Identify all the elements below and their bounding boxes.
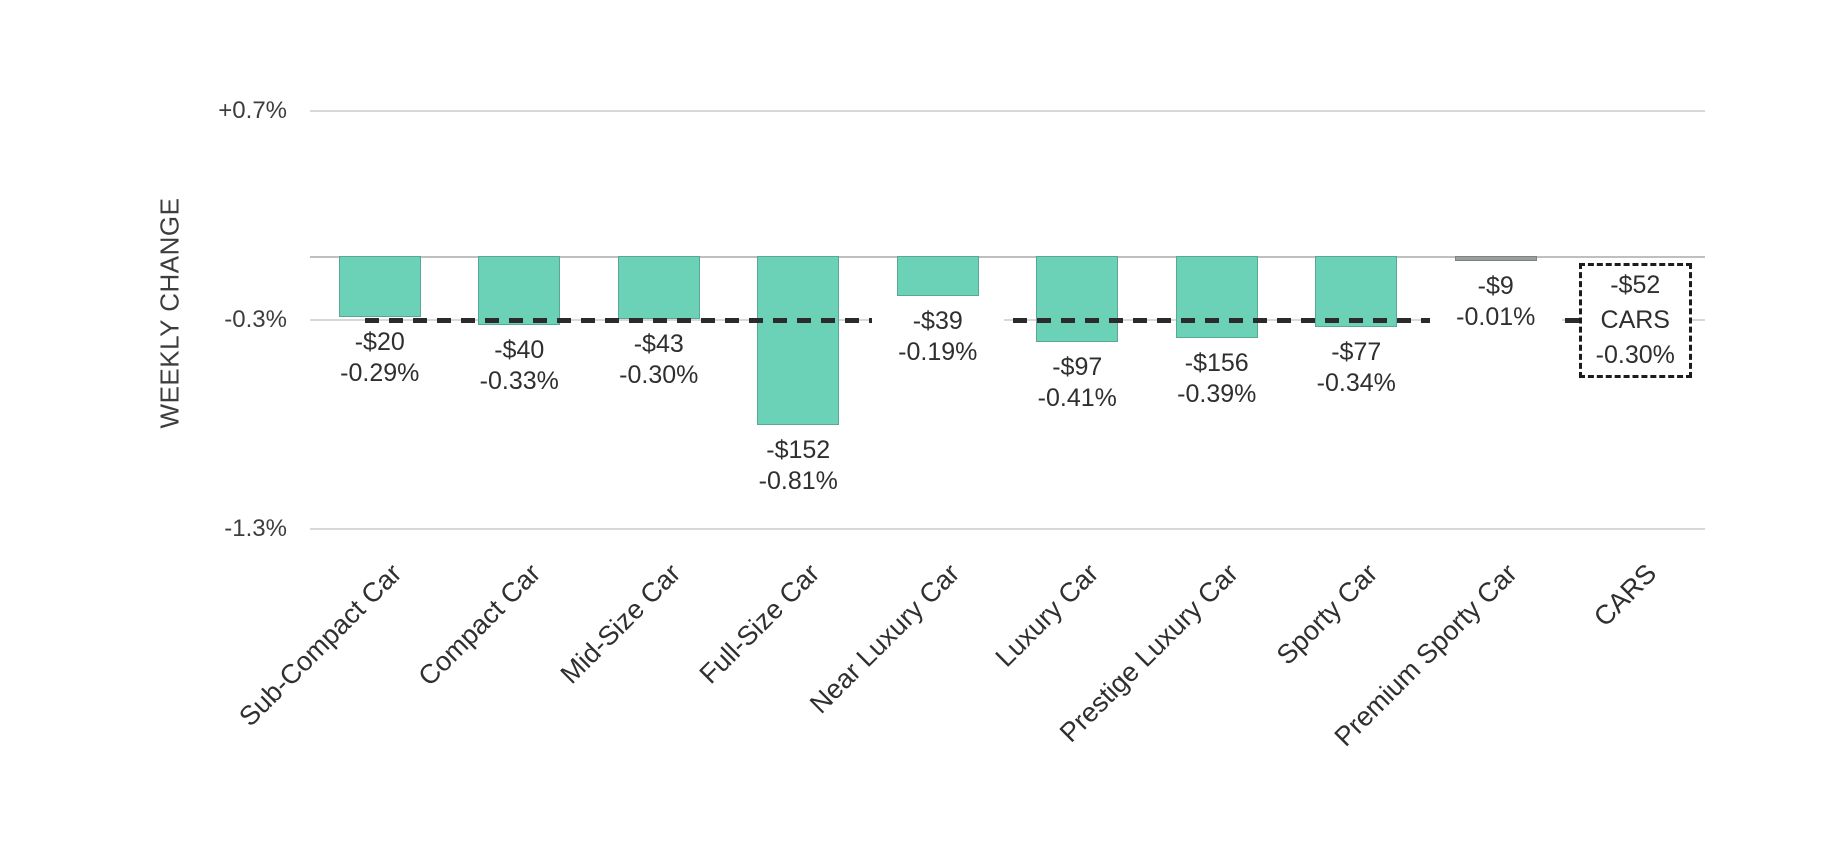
bar-dollar-label: -$43 xyxy=(633,329,684,358)
bar-dollar-label: -$9 xyxy=(1477,272,1514,300)
bar-dollar-label: -$39 xyxy=(912,306,963,335)
bar-value-label-prestige-luxury-car: -$156 -0.39% xyxy=(1150,347,1283,410)
y-tick-label--0-7-: +0.7% xyxy=(218,96,287,124)
gridline--1-3- xyxy=(310,527,1705,530)
bar-compact-car xyxy=(478,256,561,325)
bar-value-label-full-size-car: -$152 -0.81% xyxy=(732,435,865,498)
bar-dollar-label: -$97 xyxy=(1052,352,1103,381)
bar-percent-label: -0.01% xyxy=(1456,303,1536,331)
x-category-label-compact-car: Compact Car xyxy=(412,558,547,692)
bar-percent-label: -0.34% xyxy=(1316,369,1396,398)
bar-dollar-label: -$77 xyxy=(1331,338,1382,367)
x-category-label-cars: CARS xyxy=(1588,558,1663,633)
y-tick-label--1-3-: -1.3% xyxy=(224,514,287,542)
bar-prestige-luxury-car xyxy=(1175,256,1258,338)
bar-value-label-near-luxury-car: -$39 -0.19% xyxy=(871,305,1004,368)
bar-value-label-mid-size-car: -$43 -0.30% xyxy=(592,328,725,391)
bar-value-label-compact-car: -$40 -0.33% xyxy=(453,334,586,397)
bar-mid-size-car xyxy=(617,256,700,319)
bar-value-label-premium-sporty-car: -$9 -0.01% xyxy=(1429,271,1562,333)
bar-sporty-car xyxy=(1315,256,1398,328)
cars-summary-box: -$52 CARS -0.30% xyxy=(1578,263,1692,378)
bar-percent-label: -0.39% xyxy=(1177,379,1257,408)
bar-percent-label: -0.33% xyxy=(479,366,559,395)
x-category-label-sub-compact-car: Sub-Compact Car xyxy=(232,558,407,733)
bar-percent-label: -0.41% xyxy=(1037,383,1117,412)
bar-value-label-sub-compact-car: -$20 -0.29% xyxy=(313,326,446,389)
gridline--0-7- xyxy=(310,109,1705,112)
summary-percent-label: -0.30% xyxy=(1595,341,1675,369)
bar-luxury-car xyxy=(1036,256,1119,342)
bar-value-label-luxury-car: -$97 -0.41% xyxy=(1011,351,1144,414)
bar-percent-label: -0.19% xyxy=(898,337,978,366)
bar-near-luxury-car xyxy=(896,256,979,296)
bar-percent-label: -0.29% xyxy=(340,358,420,387)
bar-premium-sporty-car xyxy=(1454,256,1537,261)
x-category-label-near-luxury-car: Near Luxury Car xyxy=(803,558,965,720)
bar-value-label-sporty-car: -$77 -0.34% xyxy=(1290,337,1423,400)
x-category-label-sporty-car: Sporty Car xyxy=(1271,558,1384,671)
y-tick-label--0-3-: -0.3% xyxy=(224,305,287,333)
bar-full-size-car xyxy=(757,256,840,426)
x-axis-zero-line xyxy=(310,256,1705,258)
x-category-label-mid-size-car: Mid-Size Car xyxy=(554,558,686,690)
summary-name-label: CARS xyxy=(1600,306,1670,334)
bar-dollar-label: -$20 xyxy=(354,327,405,356)
x-category-label-full-size-car: Full-Size Car xyxy=(693,558,826,690)
bar-percent-label: -0.30% xyxy=(619,360,699,389)
bar-dollar-label: -$152 xyxy=(766,436,831,465)
x-category-label-luxury-car: Luxury Car xyxy=(989,558,1105,673)
summary-dollar-label: -$52 xyxy=(1610,271,1661,299)
bar-sub-compact-car xyxy=(338,256,421,317)
bar-dollar-label: -$156 xyxy=(1184,348,1249,377)
bar-dollar-label: -$40 xyxy=(494,335,545,364)
bar-percent-label: -0.81% xyxy=(758,467,838,496)
